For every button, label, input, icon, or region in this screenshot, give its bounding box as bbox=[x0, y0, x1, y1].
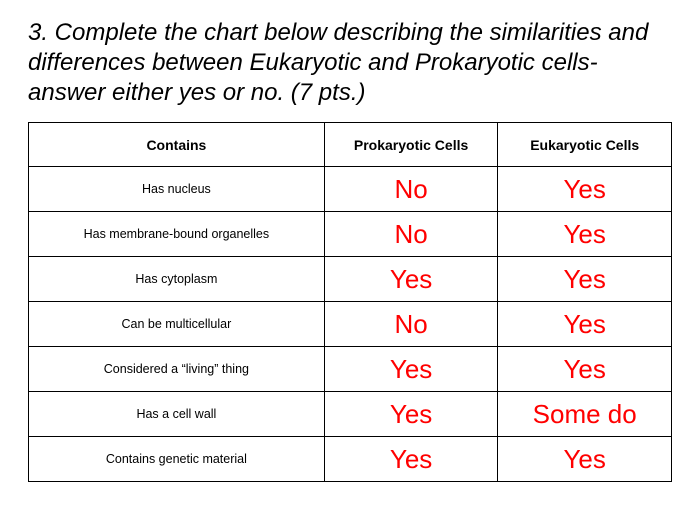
comparison-table: Contains Prokaryotic Cells Eukaryotic Ce… bbox=[28, 122, 672, 482]
table-row: Contains genetic material Yes Yes bbox=[29, 437, 672, 482]
eukaryotic-cell: Yes bbox=[498, 212, 672, 257]
prokaryotic-cell: No bbox=[324, 302, 498, 347]
table-row: Considered a “living” thing Yes Yes bbox=[29, 347, 672, 392]
feature-cell: Has a cell wall bbox=[29, 392, 325, 437]
prokaryotic-cell: No bbox=[324, 212, 498, 257]
col-header-contains: Contains bbox=[29, 123, 325, 167]
eukaryotic-cell: Yes bbox=[498, 257, 672, 302]
prokaryotic-cell: Yes bbox=[324, 437, 498, 482]
table-row: Has membrane-bound organelles No Yes bbox=[29, 212, 672, 257]
table-header-row: Contains Prokaryotic Cells Eukaryotic Ce… bbox=[29, 123, 672, 167]
table-row: Has cytoplasm Yes Yes bbox=[29, 257, 672, 302]
col-header-eukaryotic: Eukaryotic Cells bbox=[498, 123, 672, 167]
prokaryotic-cell: No bbox=[324, 167, 498, 212]
feature-cell: Can be multicellular bbox=[29, 302, 325, 347]
feature-cell: Has membrane-bound organelles bbox=[29, 212, 325, 257]
table-row: Has a cell wall Yes Some do bbox=[29, 392, 672, 437]
slide: 3. Complete the chart below describing t… bbox=[0, 0, 700, 525]
eukaryotic-cell: Yes bbox=[498, 347, 672, 392]
table-row: Has nucleus No Yes bbox=[29, 167, 672, 212]
feature-cell: Has nucleus bbox=[29, 167, 325, 212]
table-row: Can be multicellular No Yes bbox=[29, 302, 672, 347]
feature-cell: Contains genetic material bbox=[29, 437, 325, 482]
prokaryotic-cell: Yes bbox=[324, 392, 498, 437]
eukaryotic-cell: Some do bbox=[498, 392, 672, 437]
col-header-prokaryotic: Prokaryotic Cells bbox=[324, 123, 498, 167]
eukaryotic-cell: Yes bbox=[498, 302, 672, 347]
question-heading: 3. Complete the chart below describing t… bbox=[28, 18, 672, 108]
eukaryotic-cell: Yes bbox=[498, 437, 672, 482]
prokaryotic-cell: Yes bbox=[324, 257, 498, 302]
feature-cell: Has cytoplasm bbox=[29, 257, 325, 302]
feature-cell: Considered a “living” thing bbox=[29, 347, 325, 392]
prokaryotic-cell: Yes bbox=[324, 347, 498, 392]
eukaryotic-cell: Yes bbox=[498, 167, 672, 212]
